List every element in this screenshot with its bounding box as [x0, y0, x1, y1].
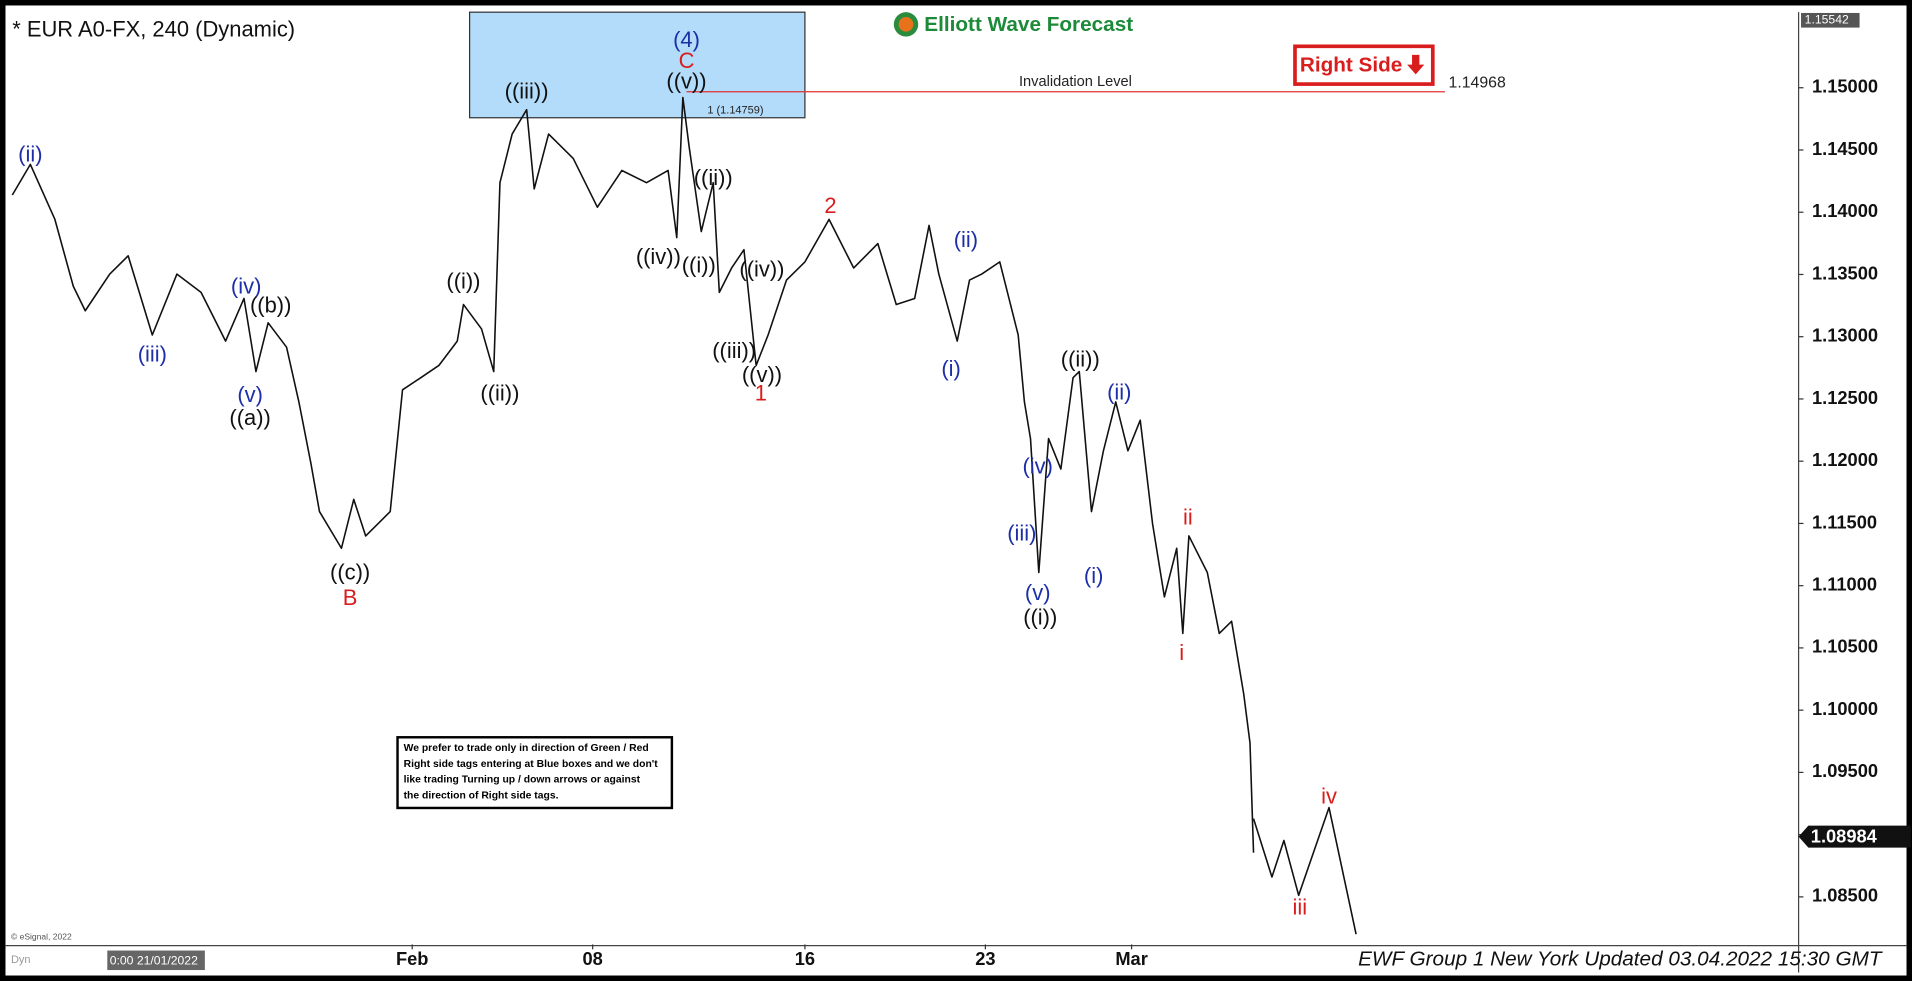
wave-label: ((i)): [1023, 605, 1057, 630]
wave-label: (v): [1025, 580, 1051, 605]
logo: Elliott Wave Forecast: [893, 12, 1133, 37]
wave-label: ((a)): [229, 405, 270, 430]
cursor-time-box: [107, 950, 205, 971]
right-side-tag: Right Side: [1293, 44, 1435, 86]
invalidation-label: Invalidation Level: [1019, 74, 1132, 90]
wave-label: (i): [941, 356, 961, 381]
logo-icon-inner: [898, 17, 914, 32]
y-tick-label: 1.15000: [1812, 76, 1878, 97]
wave-label: i: [1179, 640, 1184, 665]
y-tick-label: 1.11000: [1812, 574, 1877, 595]
wave-label: (iv): [1022, 454, 1052, 479]
wave-label: (iii): [138, 342, 167, 367]
chart-title: * EUR A0-FX, 240 (Dynamic): [12, 16, 295, 41]
wave-label: ((i)): [682, 253, 716, 278]
x-tick-label: 23: [975, 948, 995, 969]
y-tick-label: 1.09500: [1812, 760, 1878, 781]
blue-box-label: 1 (1.14759): [707, 104, 763, 116]
wave-label: ((ii)): [694, 165, 733, 190]
wave-label: (iv): [231, 273, 261, 298]
y-tick-label: 1.13500: [1812, 262, 1878, 283]
top-price-label: 1.15542: [1805, 12, 1849, 26]
wave-label: (i): [1084, 563, 1104, 588]
wave-label: ((iv)): [636, 244, 681, 269]
x-tick-label: Mar: [1115, 948, 1147, 969]
note-box: We prefer to trade only in direction of …: [396, 736, 674, 810]
wave-label: (ii): [954, 227, 978, 252]
cursor-time: 0:00 21/01/2022: [110, 954, 198, 968]
wave-label: (4): [673, 27, 700, 52]
wave-label: (ii): [18, 142, 42, 167]
y-tick-label: 1.12000: [1812, 449, 1878, 470]
note-line: Right side tags entering at Blue boxes a…: [404, 759, 659, 770]
y-tick-label: 1.14500: [1812, 138, 1878, 159]
wave-label: ((ii)): [480, 381, 519, 406]
last-price-tag: [1798, 825, 1911, 848]
wave-label: iv: [1321, 784, 1337, 809]
last-price-label: 1.08984: [1811, 826, 1878, 847]
right-side-text: Right Side: [1300, 53, 1402, 76]
wave-label: ((c)): [330, 560, 370, 585]
note-line: the direction of Right side tags.: [404, 791, 559, 802]
price-line: [1252, 806, 1357, 935]
wave-label: iii: [1292, 895, 1307, 920]
y-tick-label: 1.10000: [1812, 698, 1878, 719]
top-price-tag: [1801, 12, 1860, 28]
blue-box: [468, 11, 806, 119]
chart-background: [4, 4, 1908, 977]
y-tick-label: 1.12500: [1812, 387, 1878, 408]
wave-label: B: [343, 585, 358, 610]
note-line: like trading Turning up / down arrows or…: [404, 775, 641, 786]
copyright: © eSignal, 2022: [11, 931, 72, 941]
invalidation-value: 1.14968: [1449, 74, 1506, 91]
logo-text: Elliott Wave Forecast: [924, 13, 1133, 36]
wave-label: ((iii)): [712, 338, 756, 363]
price-line: [11, 96, 1255, 853]
wave-label: C: [679, 48, 695, 73]
y-tick-label: 1.14000: [1812, 200, 1878, 221]
note-line: We prefer to trade only in direction of …: [404, 743, 649, 754]
y-tick-label: 1.13000: [1812, 325, 1878, 346]
wave-label: ii: [1183, 505, 1193, 530]
x-tick-label: Feb: [396, 948, 428, 969]
wave-label: ((v)): [742, 362, 782, 387]
wave-label: (v): [237, 382, 263, 407]
note-frame: [396, 736, 674, 810]
wave-label: ((ii)): [1061, 346, 1100, 371]
wave-label: (ii): [1107, 379, 1131, 404]
wave-label: ((i)): [446, 268, 480, 293]
y-tick-label: 1.11500: [1812, 511, 1877, 532]
wave-label: (iii): [1007, 521, 1036, 546]
y-tick-label: 1.08500: [1812, 885, 1878, 906]
footer: EWF Group 1 New York Updated 03.04.2022 …: [1358, 948, 1883, 971]
wave-label: 1: [755, 381, 767, 406]
wave-label: ((iii)): [505, 78, 549, 103]
wave-label: ((iv)): [739, 256, 784, 281]
x-tick-label: 08: [583, 948, 603, 969]
y-tick-label: 1.10500: [1812, 636, 1878, 657]
wave-label: ((b)): [250, 293, 291, 318]
wave-label: 2: [824, 193, 836, 218]
down-arrow: [1407, 54, 1425, 75]
x-tick-label: 16: [795, 948, 815, 969]
wave-label: ((v)): [666, 69, 706, 94]
corner-label: Dyn: [11, 954, 31, 966]
